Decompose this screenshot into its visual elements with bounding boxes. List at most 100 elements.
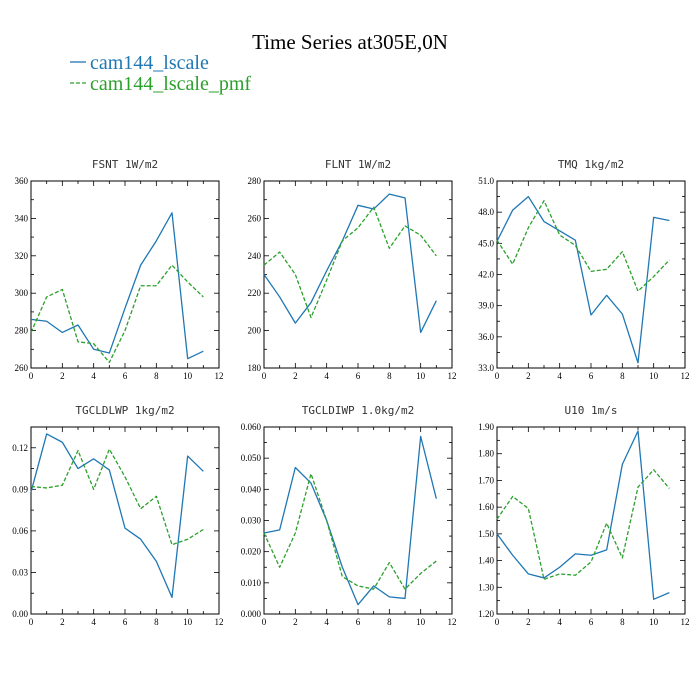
x-tick-label: 0 <box>29 371 34 381</box>
series-line-cam144-lscale-pmf <box>263 473 437 590</box>
y-tick-label: 39.0 <box>478 301 494 311</box>
y-tick-label: 51.0 <box>478 176 494 186</box>
x-tick-label: 8 <box>387 371 392 381</box>
x-tick-label: 8 <box>154 617 159 627</box>
y-tick-label: 1.70 <box>478 475 494 485</box>
x-tick-label: 8 <box>154 371 159 381</box>
x-tick-label: 4 <box>91 371 96 381</box>
y-tick-label: 0.00 <box>12 609 28 619</box>
x-tick-label: 12 <box>681 371 690 381</box>
panel-title: TMQ 1kg/m2 <box>558 158 624 171</box>
x-tick-label: 2 <box>293 617 298 627</box>
y-tick-label: 1.50 <box>478 529 494 539</box>
y-tick-label: 220 <box>248 288 262 298</box>
x-tick-label: 6 <box>123 617 128 627</box>
y-tick-label: 300 <box>15 288 29 298</box>
y-tick-label: 1.80 <box>478 449 494 459</box>
y-tick-label: 1.30 <box>478 582 494 592</box>
panel-title: FSNT 1W/m2 <box>92 158 158 171</box>
y-tick-label: 280 <box>15 326 29 336</box>
y-tick-label: 33.0 <box>478 363 494 373</box>
panel-4: TGCLDLWP 1kg/m2 0 2 4 6 8 10 12 0.00 0.03 0.06 0.09… <box>12 404 223 627</box>
y-tick-label: 0.000 <box>241 609 262 619</box>
plot-frame <box>263 426 453 615</box>
x-tick-label: 10 <box>649 371 659 381</box>
panel-3: TMQ 1kg/m2 0 2 4 6 8 10 12 33.0 36.0 39.0 42.0 45.0 4… <box>478 158 689 381</box>
y-tick-label: 48.0 <box>478 207 494 217</box>
x-tick-label: 12 <box>215 617 224 627</box>
y-tick-label: 1.40 <box>478 556 494 566</box>
x-tick-label: 4 <box>324 371 329 381</box>
y-tick-label: 240 <box>248 251 262 261</box>
y-tick-label: 0.020 <box>241 547 262 557</box>
x-tick-label: 12 <box>448 617 457 627</box>
y-tick-label: 360 <box>15 176 29 186</box>
x-tick-label: 12 <box>448 371 457 381</box>
x-tick-label: 12 <box>681 617 690 627</box>
plot-frame <box>496 426 686 615</box>
x-tick-label: 2 <box>293 371 298 381</box>
x-tick-label: 2 <box>60 371 65 381</box>
x-tick-label: 8 <box>620 617 625 627</box>
x-tick-label: 0 <box>495 371 500 381</box>
series-line-cam144-lscale-pmf <box>496 200 670 292</box>
x-tick-label: 6 <box>356 617 361 627</box>
x-tick-label: 10 <box>416 371 426 381</box>
panel-title: TGCLDLWP 1kg/m2 <box>75 404 174 417</box>
y-tick-label: 0.030 <box>241 516 262 526</box>
x-tick-label: 10 <box>183 371 193 381</box>
y-tick-label: 0.010 <box>241 578 262 588</box>
x-tick-label: 4 <box>91 617 96 627</box>
y-tick-label: 200 <box>248 326 262 336</box>
x-tick-label: 6 <box>356 371 361 381</box>
plot-frame <box>30 426 220 615</box>
panel-6: U10 1m/s 0 2 4 6 8 10 12 1.20 1.30 1.40 1.50 1.60 1.7… <box>478 404 689 627</box>
x-tick-label: 6 <box>589 371 594 381</box>
y-tick-label: 0.09 <box>12 484 28 494</box>
y-tick-label: 45.0 <box>478 238 494 248</box>
y-tick-label: 1.60 <box>478 502 494 512</box>
panel-1: FSNT 1W/m2 0 2 4 6 8 10 12 260 280 300 320 340 360 <box>15 158 224 381</box>
panel-title: FLNT 1W/m2 <box>325 158 391 171</box>
x-tick-label: 12 <box>215 371 224 381</box>
x-tick-label: 4 <box>557 617 562 627</box>
series-line-cam144-lscale-pmf <box>30 448 204 546</box>
y-tick-label: 0.12 <box>12 443 28 453</box>
x-tick-label: 8 <box>387 617 392 627</box>
y-tick-label: 0.03 <box>12 567 28 577</box>
legend-label-cam144-lscale-pmf: cam144_lscale_pmf <box>90 73 251 95</box>
y-tick-label: 320 <box>15 251 29 261</box>
x-tick-label: 10 <box>649 617 659 627</box>
x-tick-label: 0 <box>262 617 267 627</box>
y-tick-label: 180 <box>248 363 262 373</box>
panel-title: TGCLDIWP 1.0kg/m2 <box>302 404 415 417</box>
x-tick-label: 10 <box>183 617 193 627</box>
y-tick-label: 1.90 <box>478 422 494 432</box>
series-line-cam144-lscale <box>30 433 204 599</box>
series-line-cam144-lscale <box>263 435 437 606</box>
panels: FSNT 1W/m20 2 4 6 8 10 12260280300320340360FLN… <box>12 158 689 627</box>
y-tick-label: 260 <box>15 363 29 373</box>
series-line-cam144-lscale <box>263 193 437 334</box>
y-tick-label: 1.20 <box>478 609 494 619</box>
panel-2: FLNT 1W/m2 0 2 4 6 8 10 12 180 200 220 240 260 280 <box>248 158 457 381</box>
x-tick-label: 0 <box>262 371 267 381</box>
x-tick-label: 6 <box>123 371 128 381</box>
y-tick-label: 0.050 <box>241 453 262 463</box>
x-tick-label: 6 <box>589 617 594 627</box>
x-tick-label: 0 <box>495 617 500 627</box>
x-tick-label: 10 <box>416 617 426 627</box>
panel-5: TGCLDIWP 1.0kg/m2 0 2 4 6 8 10 12 0.000 0.010 0.02… <box>241 404 457 627</box>
y-tick-label: 0.040 <box>241 484 262 494</box>
legend: cam144_lscale cam144_lscale_pmf <box>70 52 251 95</box>
y-tick-label: 0.060 <box>241 422 262 432</box>
series-line-cam144-lscale <box>496 195 670 364</box>
y-tick-label: 280 <box>248 176 262 186</box>
plot-frame <box>496 180 686 369</box>
plot-frame <box>263 180 453 369</box>
series-line-cam144-lscale <box>496 430 670 600</box>
panel-title: U10 1m/s <box>565 404 618 417</box>
x-tick-label: 2 <box>60 617 65 627</box>
series-line-cam144-lscale-pmf <box>496 469 670 580</box>
